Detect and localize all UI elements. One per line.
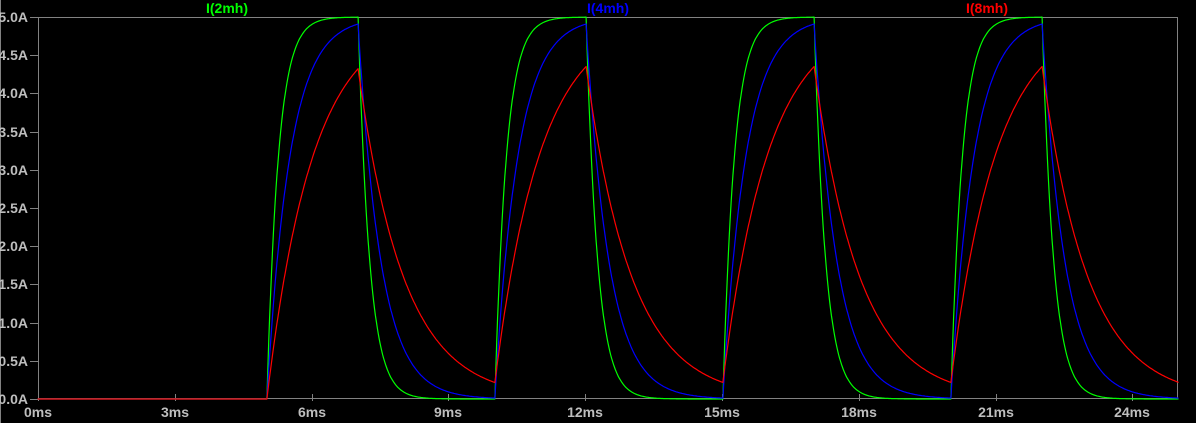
trace-lines xyxy=(37,16,1179,400)
x-tick-label: 0ms xyxy=(24,404,52,420)
y-tick-label: 0.5A xyxy=(0,353,28,369)
x-tick-label: 12ms xyxy=(567,404,603,420)
y-tick-label: 4.5A xyxy=(0,47,28,63)
trace-label-i4mh[interactable]: I(4mh) xyxy=(587,0,629,16)
y-tick-label: 5.0A xyxy=(0,9,28,25)
y-tick-label: 1.0A xyxy=(0,315,28,331)
y-axis: 0.0A 0.5A 1.0A 1.5A 2.0A 2.5A 3.0A 3.5A 4.0A 4.5A… xyxy=(0,9,38,407)
trace-label-i2mh[interactable]: I(2mh) xyxy=(206,0,248,16)
plot-frame xyxy=(38,17,1178,399)
y-tick-label: 4.0A xyxy=(0,85,28,101)
trace-label-i8mh[interactable]: I(8mh) xyxy=(966,0,1008,16)
y-tick-label: 2.0A xyxy=(0,238,28,254)
x-tick-label: 3ms xyxy=(161,404,189,420)
x-tick-label: 24ms xyxy=(1114,404,1150,420)
trace-i2mh xyxy=(37,16,1179,400)
x-tick-label: 15ms xyxy=(704,404,740,420)
trace-i8mh xyxy=(37,65,1179,400)
y-tick-label: 3.5A xyxy=(0,124,28,140)
x-tick-label: 6ms xyxy=(298,404,326,420)
x-axis: 0ms 3ms 6ms 9ms 12ms 15ms 18ms 21ms 24ms xyxy=(24,394,1150,420)
y-tick-label: 3.0A xyxy=(0,162,28,178)
y-tick-label: 1.5A xyxy=(0,276,28,292)
y-tick-label: 2.5A xyxy=(0,200,28,216)
x-tick-label: 21ms xyxy=(978,404,1014,420)
y-tick-label: 0.0A xyxy=(0,391,28,407)
x-tick-label: 9ms xyxy=(434,404,462,420)
x-tick-label: 18ms xyxy=(841,404,877,420)
